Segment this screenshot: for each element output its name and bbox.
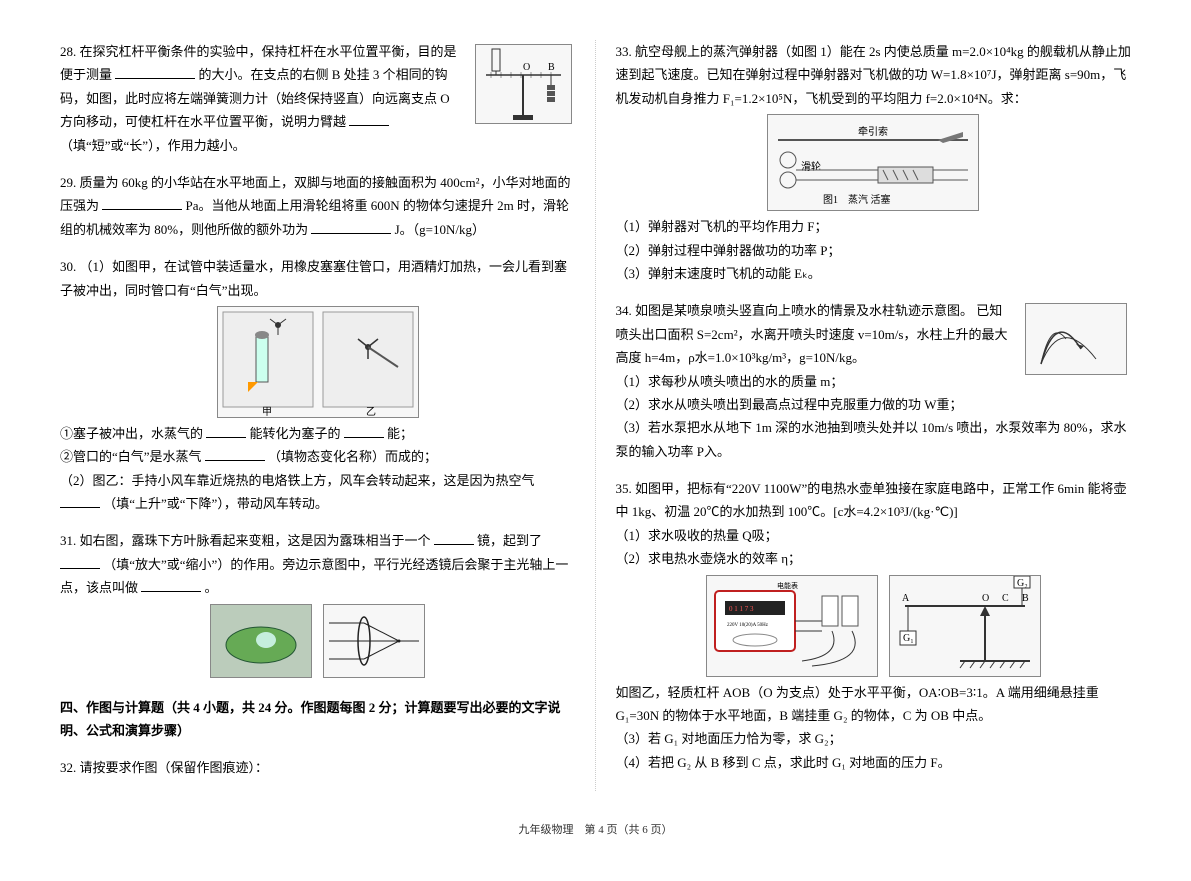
q31-text-b: 镜，起到了 bbox=[477, 533, 542, 548]
question-29: 29. 质量为 60kg 的小华站在水平地面上，双脚与地面的接触面积为 400c… bbox=[60, 171, 576, 241]
fountain-trajectory-icon bbox=[1026, 304, 1126, 374]
q33-number: 33. bbox=[616, 44, 632, 59]
heating-tube-fan-icon: 甲 乙 bbox=[218, 307, 418, 417]
q30-l2a: ②管口的“白气”是水蒸气 bbox=[60, 449, 202, 464]
q35-part2: （2）求电热水壶烧水的效率 η； bbox=[616, 547, 1132, 570]
q28-blank-2[interactable] bbox=[349, 112, 389, 126]
section-4-header: 四、作图与计算题（共 4 小题，共 24 分。作图题每图 2 分；计算题要写出必… bbox=[60, 696, 576, 743]
q32-text: 请按要求作图（保留作图痕迹）： bbox=[80, 760, 269, 775]
q33-part2: （2）弹射过程中弹射器做功的功率 P； bbox=[616, 239, 1132, 262]
q30-intro: （1）如图甲，在试管中装适量水，用橡皮塞塞住管口，用酒精灯加热，一会儿看到塞子被… bbox=[60, 259, 567, 297]
q30-figure: 甲 乙 bbox=[217, 306, 419, 418]
svg-text:B: B bbox=[1022, 593, 1029, 604]
q31-number: 31. bbox=[60, 533, 76, 548]
svg-text:G₁: G₁ bbox=[903, 633, 914, 644]
q30-l2b: （填物态变化名称）而成的； bbox=[268, 449, 437, 464]
q35-part3: （3）若 G₁ 对地面压力恰为零，求 G₂； bbox=[616, 727, 1132, 750]
convex-lens-icon bbox=[324, 605, 424, 677]
q30-l1c: 能； bbox=[387, 426, 413, 441]
q35-lever-figure: A O C B G₁ G₂ bbox=[889, 575, 1041, 677]
q34-part2: （2）求水从喷头喷出到最高点过程中克服重力做的功 W重； bbox=[616, 393, 1132, 416]
svg-text:图1 蒸汽 活塞: 图1 蒸汽 活塞 bbox=[823, 193, 891, 206]
q33-part3: （3）弹射末速度时飞机的动能 Eₖ。 bbox=[616, 262, 1132, 285]
q34-number: 34. bbox=[616, 303, 632, 318]
q31-photo bbox=[210, 604, 312, 678]
q35-kettle-figure: 0 1 1 7 3 220V 10(20)A 50Hz 电能表 bbox=[706, 575, 878, 677]
svg-text:牵引索: 牵引索 bbox=[858, 125, 888, 138]
q35-text-a: 如图甲，把标有“220V 1100W”的电热水壶单独接在家庭电路中，正常工作 6… bbox=[616, 481, 1127, 519]
q31-text-d: 。 bbox=[205, 580, 218, 595]
q33-figure: 牵引索 滑轮 图1 蒸汽 活塞 bbox=[767, 114, 979, 211]
q28-text-c: （填“短”或“长”），作用力越小。 bbox=[60, 138, 246, 153]
svg-text:B: B bbox=[548, 62, 555, 73]
q30-l1a: ①塞子被冲出，水蒸气的 bbox=[60, 426, 203, 441]
q33-part1: （1）弹射器对飞机的平均作用力 F； bbox=[616, 215, 1132, 238]
q35-text-b: 如图乙，轻质杠杆 AOB（O 为支点）处于水平平衡，OA∶OB=3∶1。A 端用… bbox=[616, 685, 1099, 723]
q28-figure: O B bbox=[475, 44, 572, 124]
svg-text:乙: 乙 bbox=[366, 406, 376, 417]
q34-figure bbox=[1025, 303, 1127, 375]
q30-blank-3[interactable] bbox=[205, 447, 265, 461]
lever-aob-icon: A O C B G₁ G₂ bbox=[890, 576, 1040, 676]
question-34: 34. 如图是某喷泉喷头竖直向上喷水的情景及水柱轨迹示意图。 已知喷头出口面积 … bbox=[616, 299, 1132, 463]
q31-lens-diagram bbox=[323, 604, 425, 678]
q35-part1: （1）求水吸收的热量 Q吸； bbox=[616, 524, 1132, 547]
q31-blank-3[interactable] bbox=[141, 578, 201, 592]
catapult-diagram-icon: 牵引索 滑轮 图1 蒸汽 活塞 bbox=[768, 115, 978, 210]
q29-blank-1[interactable] bbox=[102, 196, 182, 210]
page-footer: 九年级物理 第 4 页（共 6 页） bbox=[60, 821, 1131, 841]
question-31: 31. 如右图，露珠下方叶脉看起来变粗，这是因为露珠相当于一个 镜，起到了 （填… bbox=[60, 529, 576, 681]
svg-text:滑轮: 滑轮 bbox=[801, 160, 821, 173]
q28-number: 28. bbox=[60, 44, 76, 59]
q34-intro: 如图是某喷泉喷头竖直向上喷水的情景及水柱轨迹示意图。 bbox=[635, 303, 973, 318]
q31-text-a: 如右图，露珠下方叶脉看起来变粗，这是因为露珠相当于一个 bbox=[80, 533, 431, 548]
svg-text:O: O bbox=[982, 593, 989, 604]
svg-text:C: C bbox=[1002, 593, 1009, 604]
q31-blank-1[interactable] bbox=[434, 531, 474, 545]
leaf-dew-icon bbox=[211, 605, 311, 677]
question-30: 30. （1）如图甲，在试管中装适量水，用橡皮塞塞住管口，用酒精灯加热，一会儿看… bbox=[60, 255, 576, 515]
question-35: 35. 如图甲，把标有“220V 1100W”的电热水壶单独接在家庭电路中，正常… bbox=[616, 477, 1132, 774]
svg-text:0 1 1 7 3: 0 1 1 7 3 bbox=[729, 605, 754, 613]
q29-text-c: J。（g=10N/kg） bbox=[395, 222, 485, 237]
q30-l3b: （填“上升”或“下降”），带动风车转动。 bbox=[103, 496, 328, 511]
section-4-title: 四、作图与计算题（共 4 小题，共 24 分。作图题每图 2 分；计算题要写出必… bbox=[60, 700, 561, 738]
q34-part3: （3）若水泵把水从地下 1m 深的水池抽到喷头处并以 10m/s 喷出，水泵效率… bbox=[616, 416, 1132, 463]
q28-blank-1[interactable] bbox=[115, 65, 195, 79]
q30-l1b: 能转化为塞子的 bbox=[250, 426, 341, 441]
kettle-meter-icon: 0 1 1 7 3 220V 10(20)A 50Hz 电能表 bbox=[707, 576, 877, 676]
q31-blank-2[interactable] bbox=[60, 555, 100, 569]
q35-number: 35. bbox=[616, 481, 632, 496]
q30-blank-4[interactable] bbox=[60, 494, 100, 508]
svg-text:A: A bbox=[902, 593, 910, 604]
q33-text-a: 航空母舰上的蒸汽弹射器（如图 1）能在 2s 内使总质量 m=2.0×10⁴kg… bbox=[616, 44, 1131, 106]
question-33: 33. 航空母舰上的蒸汽弹射器（如图 1）能在 2s 内使总质量 m=2.0×1… bbox=[616, 40, 1132, 285]
q29-blank-2[interactable] bbox=[311, 220, 391, 234]
q32-number: 32. bbox=[60, 760, 76, 775]
q30-l3: （2）图乙：手持小风车靠近烧热的电烙铁上方，风车会转动起来，这是因为热空气 bbox=[60, 473, 535, 488]
q29-number: 29. bbox=[60, 175, 76, 190]
question-28: O B 28. 在探究杠杆平衡条件的实验中，保持杠杆在水平位置平衡，目的是便于测… bbox=[60, 40, 576, 157]
q30-number: 30. bbox=[60, 259, 76, 274]
svg-text:电能表: 电能表 bbox=[777, 581, 798, 590]
balance-lever-icon: O B bbox=[476, 45, 571, 123]
q30-blank-1[interactable] bbox=[206, 424, 246, 438]
svg-text:G₂: G₂ bbox=[1017, 578, 1028, 589]
q35-part4: （4）若把 G₂ 从 B 移到 C 点，求此时 G₁ 对地面的压力 F。 bbox=[616, 751, 1132, 774]
question-32: 32. 请按要求作图（保留作图痕迹）： bbox=[60, 756, 576, 779]
q31-text-c: （填“放大”或“缩小”）的作用。旁边示意图中，平行光经透镜后会聚于主光轴上一点，… bbox=[60, 557, 568, 595]
svg-text:甲: 甲 bbox=[262, 407, 272, 417]
svg-text:220V 10(20)A 50Hz: 220V 10(20)A 50Hz bbox=[727, 623, 769, 628]
svg-text:O: O bbox=[523, 62, 530, 73]
q30-blank-2[interactable] bbox=[344, 424, 384, 438]
